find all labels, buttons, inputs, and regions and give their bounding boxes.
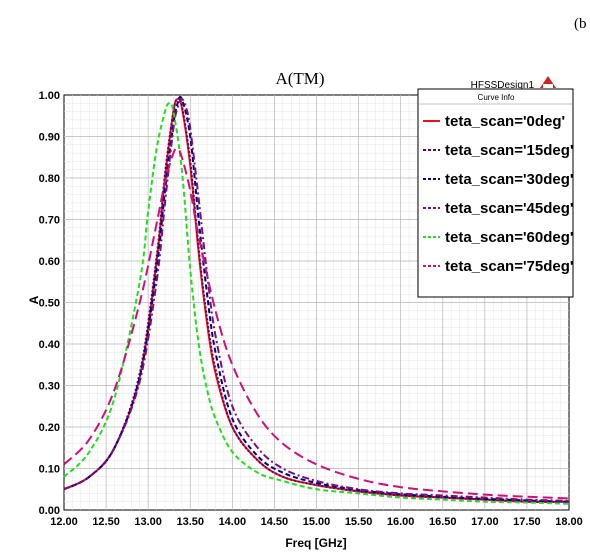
x-tick-label: 13.00	[134, 516, 162, 528]
y-tick-label: 0.00	[39, 505, 60, 517]
y-tick-label: 0.70	[39, 215, 60, 227]
legend-title: Curve Info	[478, 93, 515, 102]
x-tick-label: 18.00	[555, 516, 583, 528]
legend-entry: teta_scan='45deg'	[445, 200, 573, 217]
legend-entry: teta_scan='75deg'	[445, 258, 573, 275]
x-tick-label: 14.50	[261, 516, 289, 528]
x-tick-label: 17.50	[513, 516, 541, 528]
chart-title: A(TM)	[275, 69, 324, 88]
logo-icon	[540, 76, 556, 88]
x-tick-label: 15.00	[303, 516, 331, 528]
y-tick-label: 0.80	[39, 173, 60, 185]
series-line-3	[63, 98, 570, 502]
series-line-5	[63, 147, 570, 500]
legend-entry: teta_scan='60deg'	[445, 229, 573, 246]
x-tick-labels: 12.00 12.50 13.00 13.50 14.00 14.50 15.00 15.50…	[50, 516, 583, 528]
legend-entry: teta_scan='30deg'	[445, 171, 573, 188]
x-tick-label: 14.00	[219, 516, 247, 528]
legend-box	[417, 88, 574, 298]
x-tick-label: 13.50	[176, 516, 204, 528]
y-tick-label: 0.20	[39, 422, 60, 434]
y-tick-label: 0.60	[39, 256, 60, 268]
x-tick-label: 17.00	[471, 516, 499, 528]
design-name: HFSSDesign1	[471, 80, 535, 91]
y-tick-label: 0.90	[39, 132, 60, 144]
x-tick-label: 15.50	[345, 516, 373, 528]
x-tick-label: 16.00	[387, 516, 415, 528]
series-line-4	[63, 102, 570, 505]
y-tick-label: 0.50	[39, 298, 60, 310]
series-line-1	[63, 96, 570, 503]
y-tick-label: 0.40	[39, 339, 60, 351]
legend-entry: teta_scan='15deg'	[445, 142, 573, 159]
panel-label: (b	[574, 16, 587, 32]
series-lines	[63, 95, 570, 505]
x-tick-label: 16.50	[429, 516, 457, 528]
y-tick-label: 0.10	[39, 464, 60, 476]
x-axis-label: Freq [GHz]	[285, 536, 346, 550]
x-tick-label: 12.50	[92, 516, 120, 528]
x-tick-label: 12.00	[50, 516, 78, 528]
y-tick-label: 1.00	[39, 90, 60, 102]
y-tick-labels: 0.00 0.10 0.20 0.30 0.40 0.50 0.60 0.70 0.80 0.90…	[39, 90, 60, 517]
y-axis-label: A	[27, 295, 41, 304]
legend: Curve Info teta_scan='0deg' teta_scan='15…	[417, 88, 574, 298]
series-line-2	[63, 95, 570, 503]
y-tick-label: 0.30	[39, 381, 60, 393]
legend-entry: teta_scan='0deg'	[445, 113, 565, 130]
